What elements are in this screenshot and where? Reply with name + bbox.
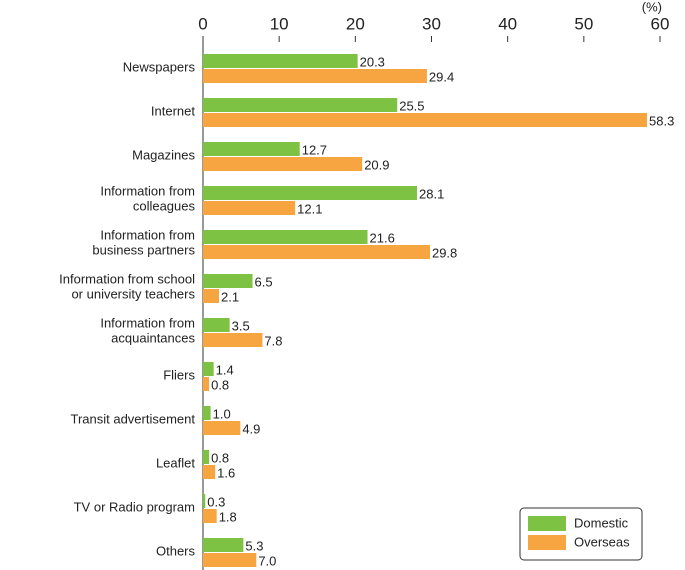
value-label: 12.1 xyxy=(297,201,322,216)
value-label: 3.5 xyxy=(232,318,250,333)
category-label: Newspapers xyxy=(123,59,196,74)
legend-swatch xyxy=(528,516,566,531)
category-label: Leaflet xyxy=(156,455,195,470)
bar xyxy=(203,421,241,435)
value-label: 20.9 xyxy=(364,157,389,172)
category-label: Magazines xyxy=(132,147,195,162)
value-label: 4.9 xyxy=(242,421,260,436)
unit-label: (%) xyxy=(642,0,662,14)
value-label: 2.1 xyxy=(221,289,239,304)
bar xyxy=(203,274,253,288)
value-label: 29.4 xyxy=(429,69,454,84)
value-label: 1.0 xyxy=(213,406,231,421)
category-label: Internet xyxy=(151,103,195,118)
value-label: 20.3 xyxy=(360,54,385,69)
category-label: Information from acquaintances xyxy=(100,316,195,346)
x-tick-label: 60 xyxy=(651,14,670,33)
bar xyxy=(203,494,206,508)
bar xyxy=(203,318,230,332)
value-label: 0.8 xyxy=(211,377,229,392)
bar xyxy=(203,113,648,127)
category-label: TV or Radio program xyxy=(74,499,195,514)
bar xyxy=(203,289,219,303)
bar xyxy=(203,186,418,200)
value-label: 6.5 xyxy=(255,274,273,289)
value-label: 0.3 xyxy=(207,494,225,509)
value-label: 29.8 xyxy=(432,245,457,260)
value-label: 12.7 xyxy=(302,142,327,157)
legend-label: Overseas xyxy=(574,534,630,549)
legend-label: Domestic xyxy=(574,515,629,530)
value-label: 5.3 xyxy=(245,538,263,553)
bar xyxy=(203,509,217,523)
bar xyxy=(203,377,210,391)
bar xyxy=(203,142,300,156)
value-label: 21.6 xyxy=(370,230,395,245)
x-tick-label: 30 xyxy=(422,14,441,33)
category-label: Information from colleagues xyxy=(100,184,195,214)
category-label: Information from business partners xyxy=(92,228,195,258)
bar xyxy=(203,201,296,215)
bar xyxy=(203,54,358,68)
bar xyxy=(203,406,211,420)
bar xyxy=(203,553,257,567)
legend-swatch xyxy=(528,535,566,550)
bar xyxy=(203,465,216,479)
bar xyxy=(203,450,210,464)
bar xyxy=(203,98,398,112)
bar xyxy=(203,333,263,347)
value-label: 7.8 xyxy=(264,333,282,348)
value-label: 1.8 xyxy=(219,509,237,524)
value-label: 58.3 xyxy=(649,113,674,128)
bar xyxy=(203,362,214,376)
x-tick-label: 0 xyxy=(198,14,207,33)
value-label: 0.8 xyxy=(211,450,229,465)
bar xyxy=(203,245,430,259)
category-label: Information from school or university tea… xyxy=(59,272,195,302)
value-label: 28.1 xyxy=(419,186,444,201)
bar xyxy=(203,538,244,552)
category-label: Fliers xyxy=(163,367,195,382)
x-tick-label: 50 xyxy=(574,14,593,33)
value-label: 25.5 xyxy=(399,98,424,113)
category-label: Transit advertisement xyxy=(70,411,195,426)
x-tick-label: 10 xyxy=(270,14,289,33)
x-tick-label: 20 xyxy=(346,14,365,33)
value-label: 1.4 xyxy=(216,362,234,377)
category-label: Others xyxy=(156,543,196,558)
bar xyxy=(203,157,363,171)
value-label: 1.6 xyxy=(217,465,235,480)
bar xyxy=(203,69,427,83)
value-label: 7.0 xyxy=(258,553,276,568)
bar xyxy=(203,230,368,244)
x-tick-label: 40 xyxy=(498,14,517,33)
